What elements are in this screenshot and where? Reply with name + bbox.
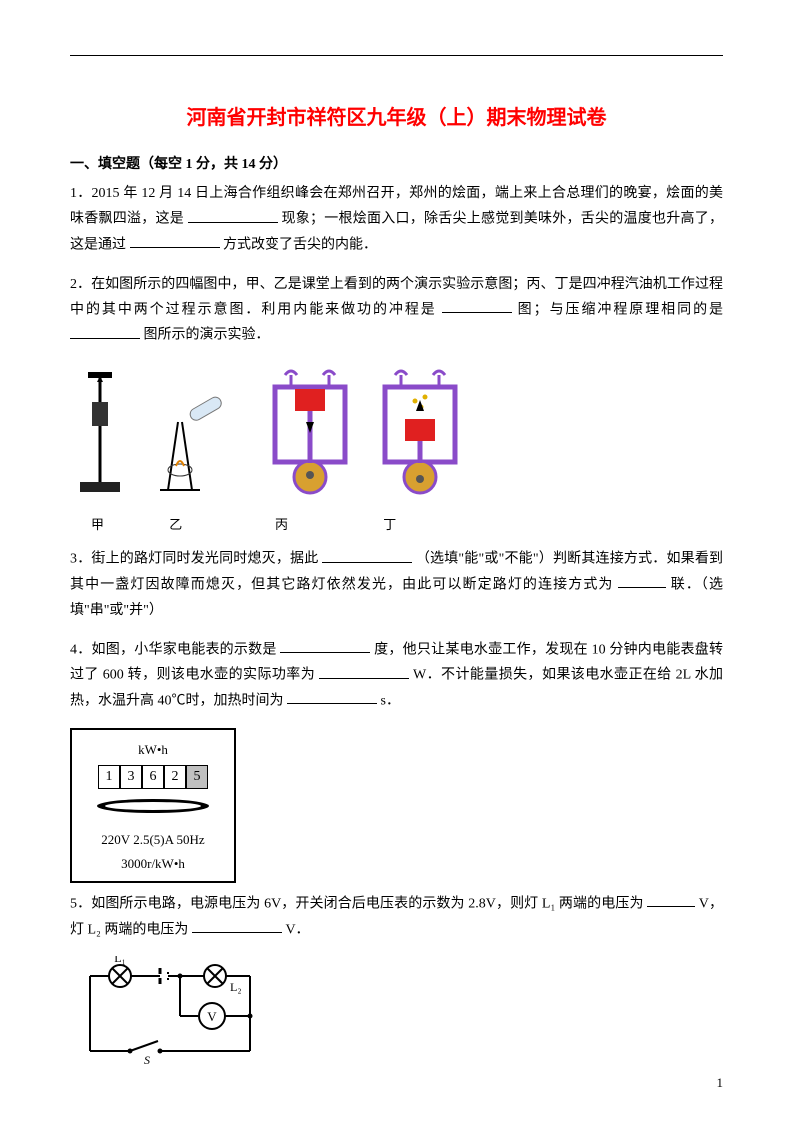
meter-unit: kW•h (78, 738, 228, 761)
q2-diagram-svg (70, 362, 490, 502)
q4-text-d: s． (381, 693, 400, 708)
meter-digit-4: 2 (164, 765, 186, 789)
exam-title: 河南省开封市祥符区九年级（上）期末物理试卷 (70, 100, 723, 136)
q2-figures (70, 362, 723, 511)
q4-blank-3[interactable] (287, 688, 377, 704)
q4-blank-2[interactable] (319, 662, 409, 678)
lamp-l1-label: L₁ (114, 956, 126, 965)
label-jia: 甲 (70, 513, 125, 536)
label-ding: 丁 (340, 513, 440, 536)
fig-jia (80, 372, 120, 492)
q5-circuit: V L₁ L₂ S (70, 956, 723, 1075)
q4-text-a: 4．如图，小华家电能表的示数是 (70, 642, 277, 657)
label-bing: 丙 (227, 513, 337, 536)
q2-text-b: 图；与压缩冲程原理相同的是 (518, 302, 723, 317)
q5-blank-2[interactable] (192, 917, 282, 933)
q2-blank-1[interactable] (442, 297, 512, 313)
meter-digit-1: 1 (98, 765, 120, 789)
meter-digit-5: 5 (186, 765, 208, 789)
q1-text-c: 方式改变了舌尖的内能． (223, 237, 377, 252)
fig-ding (385, 371, 455, 493)
meter-line-2: 3000r/kW•h (78, 852, 228, 875)
q3-text-a: 3．街上的路灯同时发光同时熄灭，据此 (70, 552, 318, 567)
q2-figure-labels: 甲 乙 丙 丁 (70, 513, 723, 536)
section-1-heading: 一、填空题（每空 1 分，共 14 分） (70, 152, 723, 177)
voltmeter-label: V (207, 1009, 217, 1024)
question-4: 4．如图，小华家电能表的示数是 度，他只让某电水壶工作，发现在 10 分钟内电能… (70, 637, 723, 714)
q1-blank-1[interactable] (188, 206, 278, 222)
q5-text-a: 5．如图所示电路，电源电压为 6V，开关闭合后电压表的示数为 2.8V，则灯 L… (70, 896, 644, 911)
question-1: 1．2015 年 12 月 14 日上海合作组织峰会在郑州召开，郑州的烩面，端上… (70, 181, 723, 257)
circuit-svg: V L₁ L₂ S (70, 956, 270, 1066)
q3-blank-1[interactable] (322, 546, 412, 562)
q2-text-c: 图所示的演示实验． (144, 328, 270, 343)
q4-blank-1[interactable] (280, 637, 370, 653)
meter-digits: 1 3 6 2 5 (78, 765, 228, 789)
label-yi: 乙 (128, 513, 223, 536)
question-2: 2．在如图所示的四幅图中，甲、乙是课堂上看到的两个演示实验示意图；丙、丁是四冲程… (70, 272, 723, 348)
lamp-l2-label: L₂ (230, 980, 242, 994)
meter-disc-icon (93, 797, 213, 815)
q5-blank-1[interactable] (647, 891, 695, 907)
question-3: 3．街上的路灯同时发光同时熄灭，据此 （选填"能"或"不能"）判断其连接方式．如… (70, 546, 723, 622)
switch-label: S (144, 1053, 150, 1066)
q2-blank-2[interactable] (70, 322, 140, 338)
question-5: 5．如图所示电路，电源电压为 6V，开关闭合后电压表的示数为 2.8V，则灯 L… (70, 891, 723, 942)
q1-blank-2[interactable] (130, 232, 220, 248)
energy-meter: kW•h 1 3 6 2 5 220V 2.5(5)A 50Hz 3000r/k… (70, 728, 236, 884)
fig-bing (275, 371, 345, 493)
meter-line-1: 220V 2.5(5)A 50Hz (78, 828, 228, 851)
page: 河南省开封市祥符区九年级（上）期末物理试卷 一、填空题（每空 1 分，共 14 … (0, 0, 793, 1122)
fig-yi (160, 395, 223, 490)
q5-text-c: V． (285, 922, 309, 937)
top-rule (70, 55, 723, 56)
page-number: 1 (717, 1071, 724, 1094)
meter-digit-3: 6 (142, 765, 164, 789)
meter-digit-2: 3 (120, 765, 142, 789)
q3-blank-2[interactable] (618, 572, 666, 588)
